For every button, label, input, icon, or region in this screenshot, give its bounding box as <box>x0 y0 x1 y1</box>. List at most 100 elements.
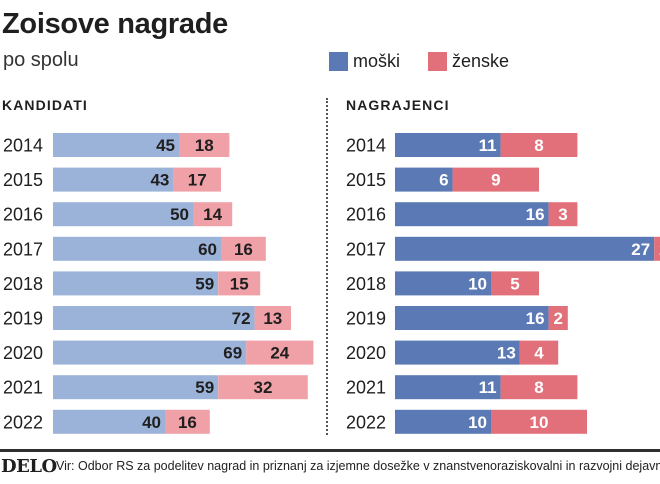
value-label-winners-men-2022: 10 <box>468 413 487 432</box>
panel-title-candidates: KANDIDATI <box>2 97 88 113</box>
value-label-winners-men-2015: 6 <box>439 171 448 190</box>
value-label-candidates-women-2018: 15 <box>230 274 249 293</box>
value-label-winners-men-2020: 13 <box>497 344 516 363</box>
bar-winners-women-2015 <box>452 167 539 192</box>
value-label-winners-women-2016: 3 <box>558 205 567 224</box>
bar-candidates-men-2022 <box>53 409 165 434</box>
value-label-candidates-men-2016: 50 <box>170 205 189 224</box>
source-note: Vir: Odbor RS za podelitev nagrad in pri… <box>56 459 660 473</box>
bar-winners-women-2020 <box>519 340 559 365</box>
value-label-winners-women-2018: 5 <box>510 274 519 293</box>
value-label-candidates-men-2017: 60 <box>198 240 217 259</box>
value-label-candidates-women-2016: 14 <box>203 205 222 224</box>
bar-candidates-men-2014 <box>53 133 179 157</box>
value-label-candidates-men-2020: 69 <box>223 344 242 363</box>
value-label-candidates-men-2015: 43 <box>150 171 169 190</box>
bar-winners-women-2021 <box>500 375 578 400</box>
bar-candidates-women-2021 <box>218 375 308 400</box>
year-label-candidates-2020: 2020 <box>3 343 43 363</box>
bar-candidates-men-2017 <box>53 236 221 261</box>
year-label-candidates-2015: 2015 <box>3 170 43 190</box>
value-label-winners-men-2021: 11 <box>479 378 497 397</box>
value-label-candidates-men-2021: 59 <box>195 378 214 397</box>
bar-candidates-women-2018 <box>218 271 261 296</box>
bar-winners-men-2021 <box>395 375 501 400</box>
bar-winners-men-2018 <box>395 271 491 296</box>
year-label-winners-2018: 2018 <box>346 274 386 294</box>
bar-candidates-women-2014 <box>179 133 230 157</box>
value-label-candidates-men-2022: 40 <box>142 413 161 432</box>
year-label-winners-2017: 2017 <box>346 239 386 259</box>
year-label-winners-2015: 2015 <box>346 170 386 190</box>
year-label-candidates-2014: 2014 <box>3 136 43 156</box>
bar-winners-men-2015 <box>395 167 453 192</box>
value-label-candidates-women-2022: 16 <box>178 413 197 432</box>
bar-winners-men-2020 <box>395 340 520 365</box>
value-label-winners-women-2022: 10 <box>530 413 549 432</box>
value-label-candidates-men-2014: 45 <box>156 136 175 155</box>
value-label-candidates-women-2019: 13 <box>263 309 282 328</box>
year-label-winners-2021: 2021 <box>346 378 386 398</box>
year-label-candidates-2016: 2016 <box>3 205 43 225</box>
footer: DELO Vir: Odbor RS za podelitev nagrad i… <box>0 449 660 484</box>
year-label-winners-2014: 2014 <box>346 136 386 156</box>
value-label-candidates-women-2015: 17 <box>188 171 207 190</box>
value-label-winners-men-2014: 11 <box>479 136 497 155</box>
bar-winners-women-2022 <box>491 409 587 434</box>
delo-logo: DELO <box>1 456 57 477</box>
year-label-candidates-2019: 2019 <box>3 309 43 329</box>
bar-winners-men-2014 <box>395 133 501 157</box>
value-label-winners-women-2015: 9 <box>491 171 500 190</box>
bar-winners-women-2014 <box>500 133 578 157</box>
year-label-winners-2022: 2022 <box>346 412 386 432</box>
panel-divider <box>326 98 328 435</box>
bar-winners-men-2019 <box>395 306 549 330</box>
bar-candidates-men-2020 <box>53 340 247 365</box>
bar-candidates-men-2021 <box>53 375 219 400</box>
chart-subtitle: po spolu <box>3 49 79 71</box>
year-label-winners-2020: 2020 <box>346 343 386 363</box>
value-label-winners-women-2021: 8 <box>534 378 543 397</box>
bar-winners-women-2017 <box>654 236 660 261</box>
bar-winners-women-2019 <box>548 306 568 330</box>
value-label-candidates-men-2019: 72 <box>232 309 251 328</box>
value-label-winners-men-2016: 16 <box>526 205 545 224</box>
legend-swatch-women <box>428 52 447 71</box>
bar-candidates-women-2016 <box>193 202 233 227</box>
chart-title: Zoisove nagrade <box>2 8 228 40</box>
value-label-candidates-men-2018: 59 <box>195 274 214 293</box>
year-label-winners-2019: 2019 <box>346 309 386 329</box>
legend-item-men: moški <box>329 51 400 72</box>
bar-candidates-women-2022 <box>165 409 210 434</box>
value-label-winners-men-2019: 16 <box>526 309 545 328</box>
bar-winners-women-2018 <box>491 271 539 296</box>
bar-candidates-men-2016 <box>53 202 193 227</box>
year-label-candidates-2017: 2017 <box>3 239 43 259</box>
value-label-winners-women-2019: 2 <box>553 309 562 328</box>
bar-winners-men-2022 <box>395 409 491 434</box>
value-label-candidates-women-2017: 16 <box>234 240 253 259</box>
value-label-winners-men-2018: 10 <box>468 274 487 293</box>
legend-item-women: ženske <box>428 51 509 72</box>
bar-winners-men-2017 <box>395 236 655 261</box>
bar-candidates-women-2019 <box>254 306 291 330</box>
legend-label-men: moški <box>353 51 401 71</box>
legend-label-women: ženske <box>452 51 510 71</box>
bar-winners-men-2016 <box>395 202 549 227</box>
bar-candidates-women-2017 <box>221 236 266 261</box>
value-label-winners-women-2020: 4 <box>534 344 544 363</box>
bar-winners-women-2016 <box>548 202 578 227</box>
year-label-candidates-2021: 2021 <box>3 378 43 398</box>
year-label-winners-2016: 2016 <box>346 205 386 225</box>
bar-candidates-men-2019 <box>53 306 255 330</box>
bar-candidates-women-2020 <box>246 340 314 365</box>
legend-swatch-men <box>329 52 348 71</box>
year-label-candidates-2018: 2018 <box>3 274 43 294</box>
bar-candidates-women-2015 <box>173 167 221 192</box>
year-label-candidates-2022: 2022 <box>3 412 43 432</box>
value-label-winners-men-2017: 27 <box>631 240 650 259</box>
value-label-winners-women-2014: 8 <box>534 136 543 155</box>
bar-candidates-men-2015 <box>53 167 174 192</box>
value-label-candidates-women-2014: 18 <box>195 136 214 155</box>
